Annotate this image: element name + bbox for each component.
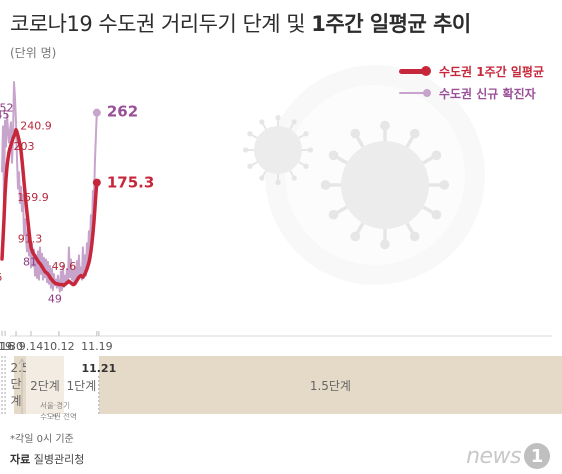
weekly-average-line xyxy=(0,127,99,288)
stage-sublabel: 서울·경기 수도권 전역 xyxy=(40,400,77,422)
stage-segment-label: 1단계 xyxy=(66,378,97,393)
chart-title: 코로나19 수도권 거리두기 단계 및 1주간 일평균 추이 xyxy=(10,8,471,38)
up-arrow-icon xyxy=(18,358,26,414)
news1-logo: news 1 xyxy=(466,443,550,469)
stage-segment-label: 1.5단계 xyxy=(309,378,351,393)
title-prefix: 코로나19 수도권 거리두기 단계 및 xyxy=(10,12,312,36)
x-tick-label: 30 xyxy=(9,340,23,353)
source-label: 자료 xyxy=(10,453,31,466)
legend-swatch-daily xyxy=(398,86,431,100)
stage-segment: 1.5단계 xyxy=(98,356,562,414)
stage-segment: 2단계 xyxy=(25,356,64,414)
daily-data-label: 81 xyxy=(23,255,37,268)
daily-cases-endpoint xyxy=(92,108,101,117)
footnote: *각일 0시 기준 xyxy=(10,434,74,445)
daily-cases-line xyxy=(1,81,98,293)
title-emphasis: 1주간 일평균 추이 xyxy=(311,12,471,36)
weekly-average-endpoint xyxy=(92,178,101,187)
x-tick-label: 11.21 xyxy=(81,362,116,375)
legend-item-daily: 수도권 신규 확진자 xyxy=(398,82,544,104)
daily-data-label: 49 xyxy=(48,292,62,305)
avg-data-label: 91.3 xyxy=(18,232,43,245)
stage-segment-label: 2단계 xyxy=(30,378,60,393)
x-tick-label: 9.14 xyxy=(19,340,44,353)
avg-data-label: 159.9 xyxy=(17,191,49,204)
x-tick-label: 8.16 xyxy=(0,340,14,353)
source-value: 질병관리청 xyxy=(33,453,85,466)
virus-group xyxy=(242,114,450,250)
x-tick-label: 10.12 xyxy=(43,340,75,353)
virus-icon-small xyxy=(242,114,314,186)
avg-data-label: 240.9 xyxy=(20,120,52,133)
legend-item-avg: 수도권 1주간 일평균 xyxy=(398,60,544,82)
avg-data-label: 80.6 xyxy=(0,271,2,284)
daily-data-label: 245 xyxy=(0,108,10,121)
stage-sublabel-line-2: 수도권 전역 xyxy=(40,412,77,421)
legend: 수도권 1주간 일평균 수도권 신규 확진자 xyxy=(398,60,544,104)
avg-data-label: 203 xyxy=(14,140,35,153)
legend-swatch-avg xyxy=(398,64,431,78)
stage-sublabel-line-1: 서울·경기 xyxy=(40,401,70,410)
unit-label: (단위 명) xyxy=(10,46,57,60)
x-tick-label: 11.19 xyxy=(81,340,113,353)
daily-data-label: 262 xyxy=(107,103,138,121)
stage-segment: 2.5단계 xyxy=(10,356,30,414)
logo-word: news xyxy=(466,443,521,469)
x-tick-label: 19 xyxy=(0,340,12,353)
virus-icon-large xyxy=(320,120,450,250)
logo-mark: 1 xyxy=(524,443,550,469)
avg-data-label: 49.6 xyxy=(52,260,77,273)
legend-label-daily: 수도권 신규 확진자 xyxy=(438,86,536,101)
legend-label-avg: 수도권 1주간 일평균 xyxy=(438,64,544,79)
avg-data-label: 175.3 xyxy=(107,174,154,192)
stage-segment-label: 2.5단계 xyxy=(10,361,30,408)
source-credit: 자료 질병관리청 xyxy=(10,451,84,467)
daily-data-label: 252 xyxy=(0,102,14,115)
stage-segment: 1단계 xyxy=(63,356,99,414)
